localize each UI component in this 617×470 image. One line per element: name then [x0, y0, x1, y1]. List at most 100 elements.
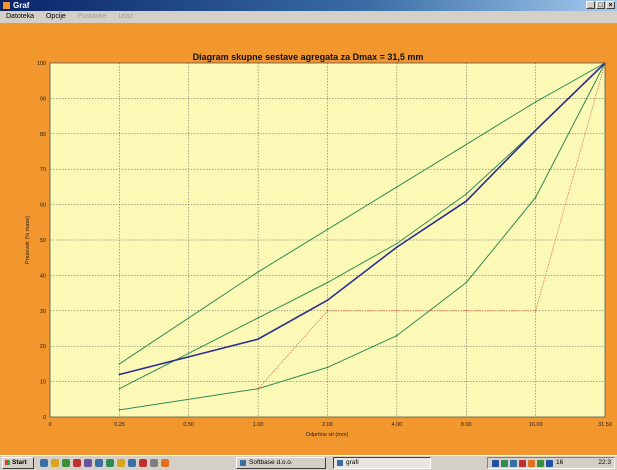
data-point: [257, 387, 259, 390]
quick-launch-icon[interactable]: [40, 459, 48, 467]
y-tick-labels: 0 10 20 30 40 50 60 70 80 90 100: [37, 61, 46, 421]
menu-datoteka[interactable]: Datoteka: [6, 13, 35, 20]
menu-postavke[interactable]: Postavke: [77, 13, 107, 20]
x-tick-label: 0: [48, 422, 51, 428]
data-point: [396, 242, 398, 245]
x-tick-labels: 0 0.25 0.50 1.00 2.00 4.00 8.00 16.00 31.50: [48, 422, 611, 428]
y-tick-label: 30: [40, 309, 46, 315]
windows-flag-icon: [5, 460, 10, 465]
data-point: [326, 366, 329, 369]
data-point: [534, 129, 537, 132]
y-axis-label: Presevek (% mase): [25, 216, 31, 264]
y-tick-label: 100: [37, 61, 46, 67]
menu-izlaz[interactable]: Izlaz: [118, 13, 133, 20]
x-tick-label: 8.00: [461, 422, 472, 428]
x-tick-label: 31.50: [598, 422, 612, 428]
x-tick-label: 2.00: [322, 422, 333, 428]
y-tick-label: 10: [40, 380, 46, 386]
data-point: [465, 200, 468, 202]
tray-icon[interactable]: [546, 460, 553, 467]
data-point: [326, 299, 329, 301]
maximize-button[interactable]: □: [596, 1, 605, 9]
quick-launch-icon[interactable]: [84, 459, 92, 467]
start-button[interactable]: Start: [2, 457, 34, 469]
x-tick-label: 1.00: [253, 422, 264, 428]
quick-launch-icon[interactable]: [161, 459, 169, 467]
y-tick-label: 50: [40, 238, 46, 244]
data-point: [534, 310, 537, 312]
window-title: Graf: [13, 1, 30, 10]
data-point: [118, 373, 121, 376]
window-titlebar: Graf _ □ ×: [0, 0, 617, 11]
data-point: [326, 281, 329, 284]
tray-text: 16: [556, 459, 564, 466]
menu-bar: Datoteka Opcije Postavke Izlaz: [0, 11, 617, 23]
data-point: [604, 62, 606, 64]
tray-icon[interactable]: [510, 460, 517, 467]
app-icon: [3, 2, 10, 9]
task-softbase[interactable]: Softbase d.o.o.: [236, 457, 326, 469]
data-point: [465, 143, 468, 146]
data-point: [396, 334, 398, 337]
tray-icon[interactable]: [537, 460, 544, 467]
x-tick-label: 4.00: [392, 422, 403, 428]
data-point: [534, 196, 537, 199]
window-icon: [240, 460, 246, 466]
data-point: [396, 310, 398, 312]
y-tick-label: 20: [40, 344, 46, 350]
grid-lines: [50, 63, 605, 417]
y-tick-label: 90: [40, 96, 46, 102]
y-tick-label: 70: [40, 167, 46, 173]
quick-launch-icon[interactable]: [51, 459, 59, 467]
quick-launch-icon[interactable]: [106, 459, 114, 467]
data-point: [118, 387, 121, 390]
data-point: [257, 271, 259, 273]
data-point: [257, 317, 259, 319]
x-tick-label: 0.50: [183, 422, 194, 428]
system-tray: 16 22:3: [487, 457, 615, 469]
quick-launch-icon[interactable]: [139, 459, 147, 467]
quick-launch-icon[interactable]: [62, 459, 70, 467]
data-point: [465, 310, 468, 312]
y-tick-label: 0: [43, 415, 46, 421]
tray-icon[interactable]: [492, 460, 499, 467]
window-icon: [337, 460, 343, 466]
series-line-dotted-boundary: [257, 62, 606, 389]
x-tick-label: 0.25: [114, 422, 125, 428]
tray-icon[interactable]: [519, 460, 526, 467]
tray-icon[interactable]: [528, 460, 535, 467]
menu-opcije[interactable]: Opcije: [45, 13, 66, 20]
quick-launch-icon[interactable]: [150, 459, 158, 467]
data-point: [257, 338, 259, 340]
x-tick-label: 16.00: [529, 422, 543, 428]
data-point: [534, 101, 537, 103]
data-point: [118, 409, 121, 411]
y-tick-label: 40: [40, 273, 46, 279]
window-controls: _ □ ×: [586, 1, 615, 9]
data-point: [326, 228, 329, 231]
start-label: Start: [12, 459, 27, 466]
quick-launch-icon[interactable]: [73, 459, 81, 467]
minimize-button[interactable]: _: [586, 1, 595, 9]
task-label: grafi: [346, 459, 359, 466]
taskbar: Start Softbase d.o.o. grafi 16 22:3: [0, 455, 617, 470]
tray-icon[interactable]: [501, 460, 508, 467]
grading-chart: Diagram skupne sestave agregata za Dmax …: [0, 23, 617, 455]
data-point: [396, 246, 398, 248]
task-label: Softbase d.o.o.: [249, 459, 293, 466]
quick-launch-icon[interactable]: [117, 459, 125, 467]
close-button[interactable]: ×: [606, 1, 615, 9]
y-tick-label: 80: [40, 132, 46, 138]
task-grafi[interactable]: grafi: [333, 457, 431, 469]
clock: 22:3: [598, 459, 611, 466]
data-point: [396, 186, 398, 188]
x-axis-label: Odprtine sit (mm): [306, 432, 349, 438]
quick-launch-icon[interactable]: [128, 459, 136, 467]
data-point: [118, 363, 121, 365]
data-series: [118, 62, 606, 411]
data-point: [326, 310, 329, 312]
quick-launch-icon[interactable]: [95, 459, 103, 467]
data-point: [465, 281, 468, 284]
y-tick-label: 60: [40, 203, 46, 209]
chart-title: Diagram skupne sestave agregata za Dmax …: [193, 52, 424, 62]
